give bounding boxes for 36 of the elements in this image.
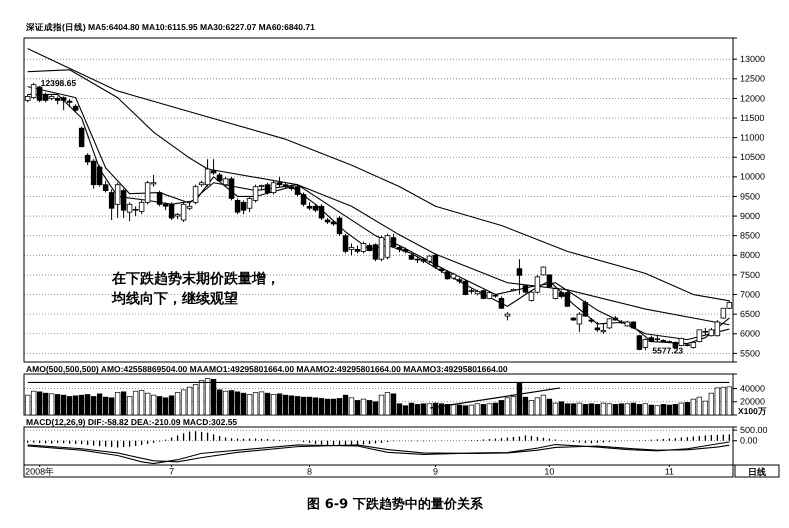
y-tick-label: 11000 (740, 132, 764, 143)
annotation: 12398.65 (40, 78, 76, 88)
y-tick-label: 7000 (740, 289, 760, 300)
y-tick-label: 8500 (740, 230, 760, 241)
y-tick-label: 13000 (740, 54, 766, 64)
chart-title: 深证成指(日线) MA5:6404.80 MA10:6115.95 MA30:6227.07 MA60:6840.71 (25, 22, 316, 32)
y-tick-label: 5500 (740, 348, 760, 358)
x-tick-label: 11 (664, 466, 674, 476)
y-tick-label: 20000 (740, 396, 766, 407)
x-axis-title: 日线 (748, 467, 766, 477)
annotation: 均线向下，继续观望 (111, 290, 238, 307)
y-tick-label: 8000 (740, 250, 760, 260)
y-tick-label: 7500 (740, 270, 760, 280)
y-tick-label: 6500 (740, 309, 760, 320)
y-tick-label: 500.00 (740, 425, 768, 436)
annotation: 在下跌趋势末期价跌量增， (111, 271, 280, 287)
x-tick-label: 2008年 (25, 466, 54, 476)
y-tick-label: 10000 (740, 172, 766, 182)
chart-title: MACD(12,26,9) DIF:-58.82 DEA:-210.09 MACD:302.55 (26, 417, 238, 427)
x-tick-label: 10 (544, 466, 554, 476)
x-tick-label: 7 (169, 466, 174, 476)
chart-title: AMO(500,500,500) AMO:42558869504.00 MAAMO1:49295801664.00 MAAMO2:49295801664.00 MAAMO3:49295801664.00 (26, 364, 508, 374)
y-tick-label: 9000 (740, 210, 760, 221)
y-axis-title: X100万 (738, 406, 767, 416)
y-tick-label: 0.00 (740, 436, 758, 446)
y-tick-label: 9500 (740, 191, 760, 202)
x-tick-label: 9 (432, 466, 438, 476)
y-tick-label: 40000 (740, 383, 766, 394)
y-tick-label: 10500 (740, 152, 766, 162)
y-tick-label: 12500 (740, 74, 766, 84)
y-tick-label: 11500 (740, 112, 764, 123)
y-tick-label: 6000 (740, 328, 760, 339)
y-tick-label: 12000 (740, 93, 766, 104)
annotation: 5577.23 (652, 345, 684, 356)
x-tick-label: 8 (307, 466, 312, 476)
caption: 图 6-9 下跌趋势中的量价关系 (307, 496, 484, 512)
